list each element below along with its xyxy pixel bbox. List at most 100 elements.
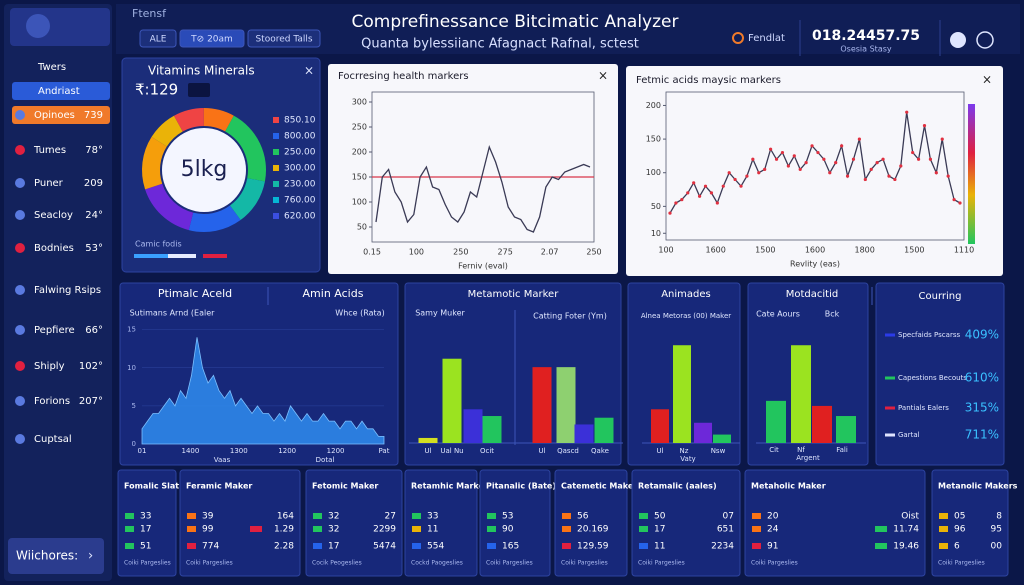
- swatch: [939, 543, 948, 549]
- card: [404, 469, 478, 577]
- button-label[interactable]: Wiichores:: [16, 549, 78, 563]
- x-tick-label: 250: [586, 248, 601, 257]
- sidebar-item[interactable]: Shiply: [34, 361, 65, 372]
- card: [179, 469, 301, 577]
- sidebar-item[interactable]: Puner: [34, 178, 64, 189]
- legend-swatch: [273, 117, 279, 123]
- donut-segment: [188, 205, 241, 233]
- panel-title: Vitamins Minerals: [148, 64, 255, 78]
- sidebar-item[interactable]: Bodnies: [34, 243, 74, 254]
- close-button[interactable]: ×: [304, 64, 314, 78]
- swatch: [487, 513, 496, 519]
- x-tick-label: 1300: [230, 447, 248, 455]
- panel-title: Motdacitid: [786, 289, 838, 300]
- donut-center-label: 5lkg: [181, 157, 228, 182]
- title: Comprefinessance Bitcimatic Analyzer: [352, 12, 679, 32]
- point: [928, 157, 933, 161]
- sidebar-item[interactable]: Forions: [34, 396, 70, 407]
- sidebar-item[interactable]: Andriast: [38, 86, 80, 97]
- card-value: 07: [723, 512, 734, 522]
- sidebar-item[interactable]: Falwing Rsips: [34, 285, 101, 296]
- card-value: 24: [767, 525, 779, 535]
- footer-bar: [203, 254, 227, 258]
- card-value: 6: [954, 542, 960, 552]
- sidebar-item[interactable]: Cuptsal: [34, 434, 72, 445]
- card-title: Fetomic Maker: [312, 482, 378, 491]
- panel-footer: Camic fodis: [135, 240, 182, 249]
- card: [554, 469, 628, 577]
- point: [869, 167, 873, 171]
- x-axis-label: Revlity (eas): [790, 260, 840, 269]
- panel-tab[interactable]: Ptimalc Aceld: [158, 287, 232, 300]
- clock-button[interactable]: [976, 31, 994, 49]
- panel-tab[interactable]: Amin Acids: [303, 287, 364, 300]
- legend-swatch: [273, 133, 279, 139]
- card-footer: Coiki Pargeslies: [638, 560, 685, 567]
- y-tick-label: 200: [352, 148, 367, 157]
- sidebar-icon: [15, 325, 25, 335]
- tab[interactable]: [247, 29, 321, 48]
- y-tick-label: 100: [352, 198, 367, 207]
- legend-swatch: [273, 197, 279, 203]
- card-value: Oist: [901, 512, 919, 522]
- x-tick-label: 1110: [954, 246, 974, 255]
- point: [727, 171, 731, 175]
- point: [922, 124, 927, 128]
- legend-swatch: [273, 213, 279, 219]
- bar: [791, 345, 811, 443]
- bar: [463, 409, 483, 443]
- card-value: 19.46: [893, 542, 919, 552]
- card-value: 33: [427, 512, 438, 522]
- card-value: 164: [277, 512, 294, 522]
- tab[interactable]: [179, 29, 245, 48]
- close-button[interactable]: ×: [598, 69, 608, 83]
- card-value: 00: [991, 542, 1003, 552]
- sidebar-item[interactable]: Tumes: [33, 145, 66, 156]
- card-value: 56: [577, 512, 589, 522]
- point: [769, 147, 773, 151]
- sidebar-highlight[interactable]: [12, 106, 110, 124]
- legend-label: 760.00: [284, 196, 316, 206]
- footer-bar: [134, 254, 168, 258]
- point: [946, 174, 950, 178]
- occurring-panel: [875, 282, 1005, 466]
- y-tick-label: 50: [651, 202, 661, 211]
- sidebar-item[interactable]: Seacloy: [34, 210, 73, 221]
- card-value: 17: [328, 542, 339, 552]
- card-value: 20: [767, 512, 779, 522]
- subheader: Catting Foter (Ym): [533, 312, 607, 321]
- y-tick-label: 150: [352, 173, 367, 182]
- sidebar-item[interactable]: Pepfiere: [34, 325, 75, 336]
- card-value: 32: [328, 512, 339, 522]
- sidebar-button[interactable]: [8, 538, 104, 574]
- swatch: [187, 543, 196, 549]
- sidebar-item[interactable]: Twers: [37, 62, 66, 73]
- sidebar-highlight[interactable]: [12, 82, 110, 100]
- legend-label: 250.00: [284, 148, 316, 158]
- legend-swatch: [273, 181, 279, 187]
- point: [786, 164, 790, 168]
- point: [668, 211, 672, 215]
- swatch: [412, 513, 421, 519]
- tab[interactable]: [139, 29, 177, 48]
- card-value: 20.169: [577, 525, 609, 535]
- close-button[interactable]: ×: [982, 73, 992, 87]
- plot-frame: [371, 91, 595, 243]
- swatch: [187, 513, 196, 519]
- donut-segment: [151, 115, 183, 147]
- y-tick-label: 200: [646, 101, 661, 110]
- point: [792, 154, 796, 158]
- sidebar-item[interactable]: Opinoes: [34, 110, 75, 121]
- card: [931, 469, 1009, 577]
- card-value: 33: [140, 512, 151, 522]
- swatch: [562, 543, 571, 549]
- legend-label: Pantials Ealers: [898, 404, 949, 412]
- point: [851, 157, 856, 161]
- swatch: [412, 526, 421, 532]
- card-value: 50: [654, 512, 666, 522]
- card-title: Catemetic Makes: [561, 482, 638, 491]
- swatch: [939, 513, 948, 519]
- point: [780, 150, 785, 155]
- info-button[interactable]: [950, 32, 966, 48]
